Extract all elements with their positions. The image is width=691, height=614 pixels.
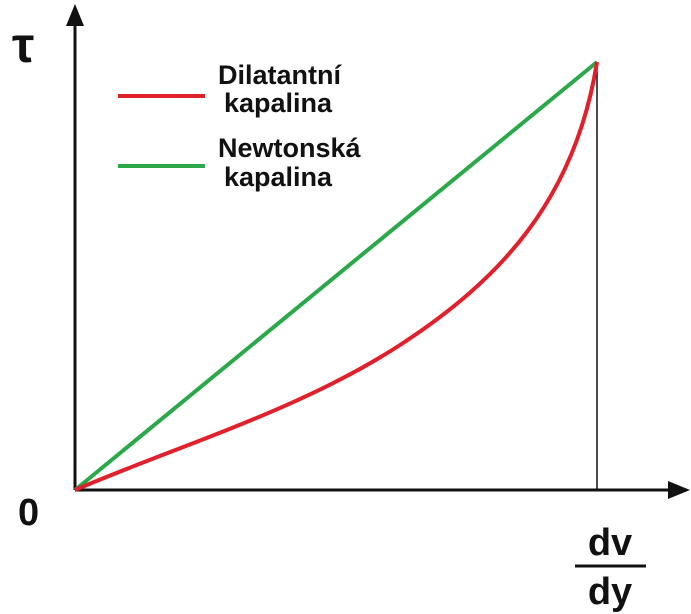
- legend-label: Newtonská: [218, 133, 362, 163]
- legend-label: kapalina: [224, 88, 333, 118]
- x-label-denominator: dy: [588, 571, 632, 613]
- y-arrow: [66, 4, 84, 26]
- legend-label: kapalina: [224, 162, 333, 192]
- legend-label: Dilatantní: [218, 60, 343, 90]
- y-label: τ: [12, 17, 34, 73]
- origin-label: 0: [18, 492, 39, 534]
- x-arrow: [668, 481, 690, 499]
- dilatant-curve: [74, 61, 599, 492]
- x-label-numerator: dv: [588, 522, 632, 564]
- newtonian-line: [73, 60, 599, 492]
